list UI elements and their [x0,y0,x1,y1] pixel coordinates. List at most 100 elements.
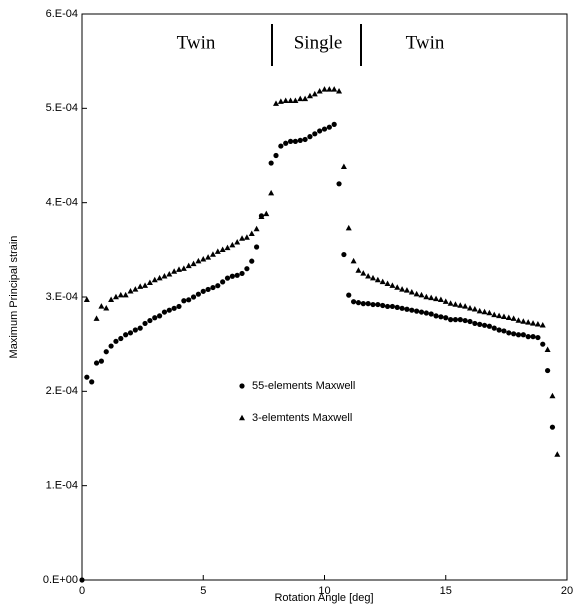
marker-triangle [462,303,469,309]
marker-circle [433,313,439,319]
marker-circle [176,303,182,310]
marker-triangle [486,309,493,316]
marker-triangle [297,95,304,102]
marker-circle [220,279,226,285]
marker-triangle [103,305,110,311]
marker-circle [273,152,279,159]
marker-circle [287,138,294,144]
marker-circle [200,288,206,294]
marker-circle [486,323,492,329]
marker-triangle [98,303,105,309]
marker-triangle [447,300,454,306]
marker-circle [224,275,231,281]
marker-circle [530,334,536,340]
marker-circle [443,315,449,321]
marker-triangle [112,293,119,300]
marker-triangle [151,276,158,283]
marker-triangle [321,86,328,92]
marker-triangle [137,283,144,289]
x-tick-label: 10 [318,585,330,597]
marker-triangle [370,274,376,281]
legend-marker [239,414,245,421]
marker-triangle [336,88,343,94]
x-axis-label: Rotation Angle [deg] [274,592,373,604]
marker-triangle [302,95,309,102]
annotation: Twin [177,32,216,53]
marker-circle [312,131,318,137]
marker-circle [132,327,138,333]
marker-triangle [525,319,532,325]
marker-circle [186,297,192,303]
marker-triangle [399,286,406,292]
legend-label: 3-elemtents Maxwell [252,412,352,424]
marker-circle [181,298,187,304]
marker-circle [302,136,308,143]
y-tick-label: 6.E-04 [46,8,78,20]
marker-circle [297,137,303,144]
marker-triangle [83,296,90,303]
marker-circle [399,305,405,311]
marker-circle [355,300,362,306]
marker-triangle [515,317,522,323]
marker-triangle [418,291,425,298]
marker-triangle [224,244,231,251]
marker-triangle [214,248,221,254]
y-tick-label: 2.E-04 [46,385,78,397]
marker-circle [317,128,323,134]
marker-triangle [287,97,294,103]
marker-circle [545,367,551,374]
marker-triangle [534,321,541,327]
marker-circle [414,308,420,314]
marker-triangle [457,302,464,308]
marker-triangle [467,305,473,311]
marker-triangle [428,294,435,301]
marker-circle [346,292,352,298]
marker-triangle [273,100,279,106]
marker-circle [457,317,463,323]
marker-triangle [282,97,289,103]
marker-circle [79,577,85,583]
marker-circle [89,379,95,385]
marker-circle [118,335,124,342]
plot-frame [81,13,568,581]
marker-circle [423,310,429,316]
marker-triangle [374,276,381,283]
marker-triangle [209,251,216,257]
marker-triangle [505,314,512,320]
marker-triangle [437,296,444,303]
marker-circle [404,306,410,312]
marker-triangle [180,265,187,271]
marker-circle [438,314,444,320]
marker-circle [360,301,366,307]
marker-triangle [253,225,260,232]
marker-circle [525,334,531,340]
marker-circle [511,331,517,337]
marker-circle [365,301,371,307]
marker-circle [166,307,172,313]
marker-triangle [384,280,391,286]
marker-triangle [413,290,420,297]
marker-triangle [93,315,100,321]
marker-circle [147,317,153,324]
marker-circle [321,126,328,132]
marker-triangle [340,163,347,170]
marker-triangle [554,451,561,457]
marker-triangle [471,305,478,312]
x-tick-label: 15 [440,585,452,597]
marker-circle [375,301,381,308]
y-tick-label: 1.E-04 [46,480,78,492]
marker-triangle [127,288,134,294]
marker-circle [418,309,425,315]
y-axis-label: Maximum Principal strain [8,236,20,359]
marker-triangle [360,270,367,276]
marker-triangle [219,246,226,253]
marker-circle [384,303,391,310]
marker-circle [351,299,357,305]
marker-circle [477,321,483,327]
marker-triangle [496,312,503,319]
marker-circle [370,301,376,308]
marker-triangle [234,238,241,245]
legend-marker [239,383,245,389]
marker-triangle [142,282,149,288]
marker-triangle [510,315,517,321]
